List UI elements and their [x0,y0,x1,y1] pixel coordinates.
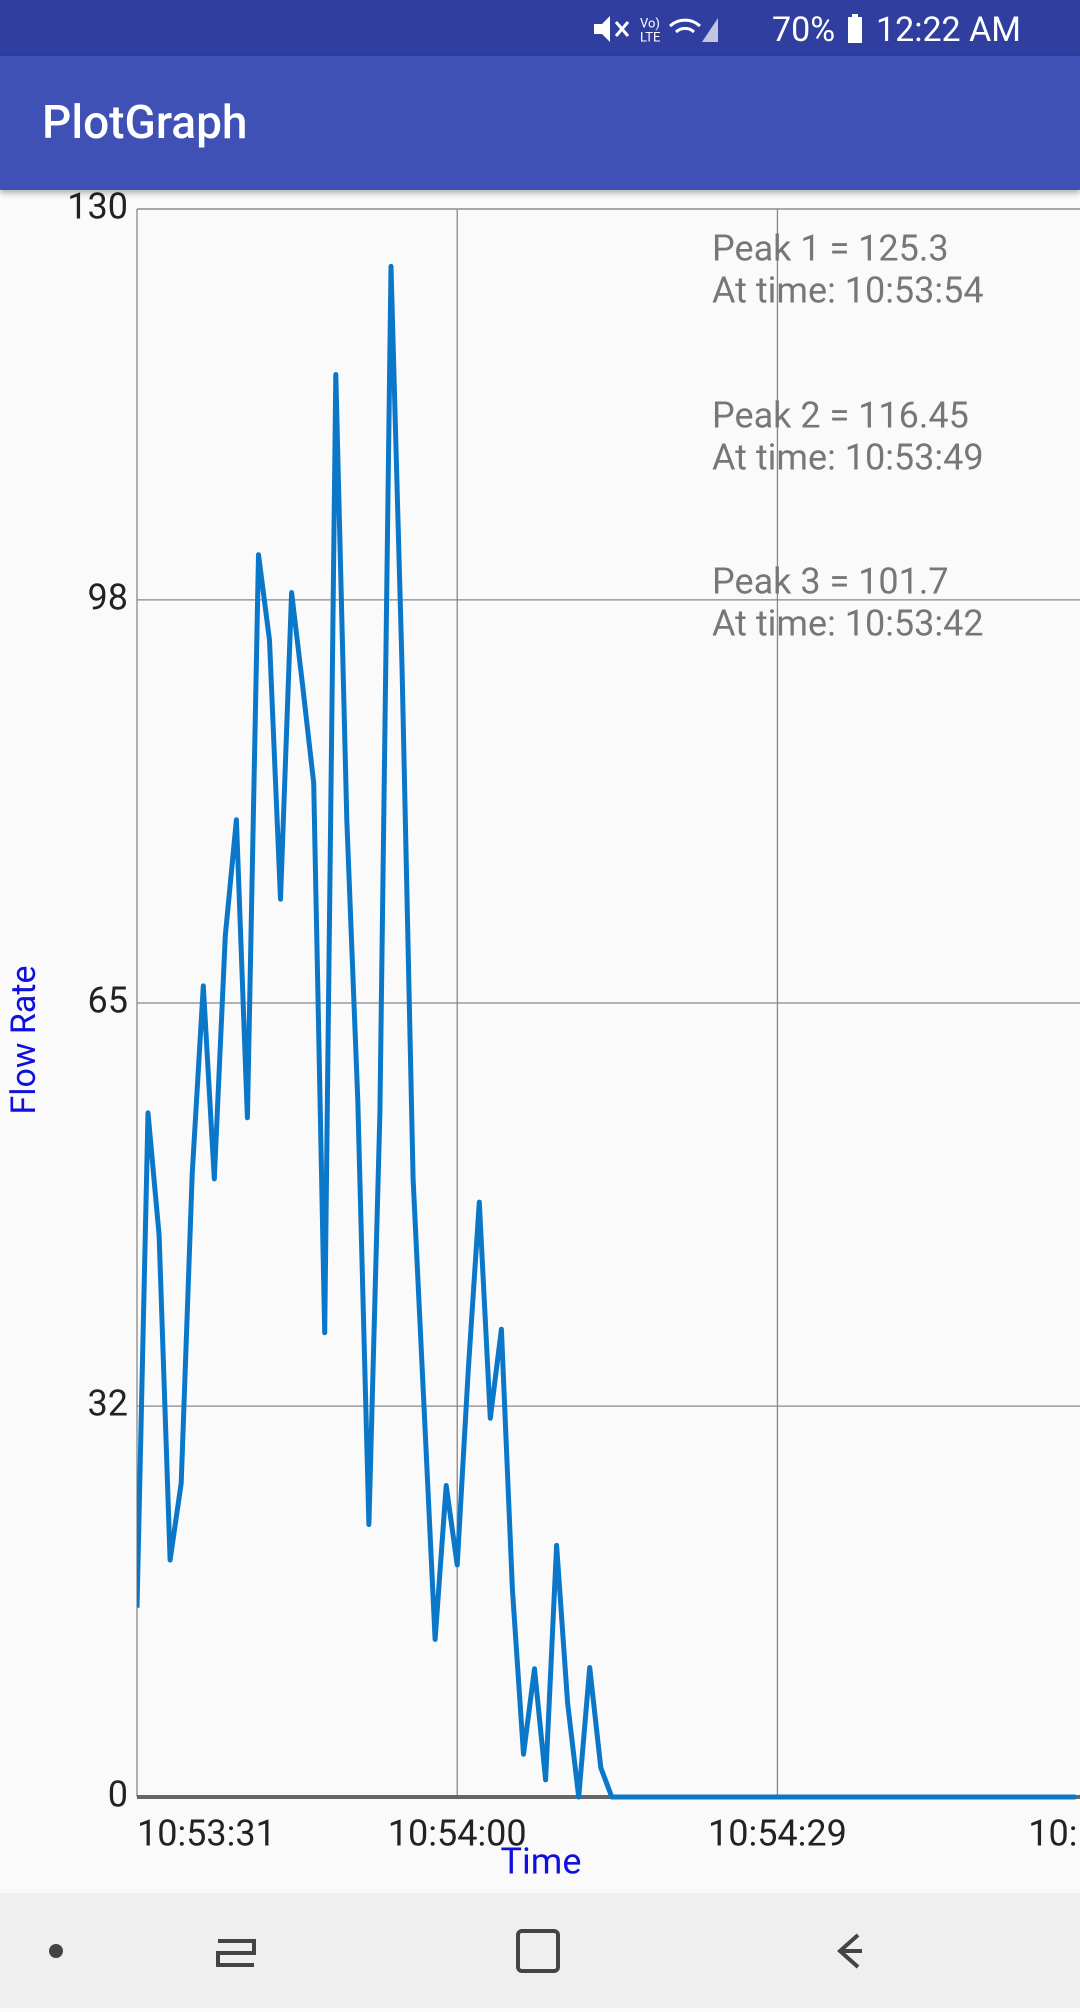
home-button[interactable] [516,1929,560,1973]
clock: 12:22 AM [876,10,1021,50]
peak-annotation: At time: 10:53:49 [712,437,984,479]
recents-button[interactable] [216,1939,256,1967]
status-icons: Vo)LTE [594,16,718,45]
battery-icon [848,14,862,43]
data-line [137,263,1076,1800]
x-tick-label: 10:54:00 [388,1813,527,1855]
dot-button[interactable] [49,1944,63,1958]
navigation-bar [0,1893,1080,2008]
x-tick-label: 10:54:58 [1028,1813,1080,1855]
app-title: PlotGraph [42,96,248,150]
x-tick-label: 10:53:31 [137,1813,276,1855]
x-tick-label: 10:54:29 [708,1813,847,1855]
y-tick-label: 0 [108,1774,128,1816]
y-tick-label: 65 [88,980,128,1022]
back-button[interactable] [836,1933,862,1969]
peak-annotation: Peak 1 = 125.3 [712,228,949,270]
y-tick-label: 98 [88,576,128,618]
svg-text:Vo): Vo) [640,16,660,31]
y-tick-label: 32 [88,1383,128,1425]
x-axis-title: Time [501,1841,582,1883]
peak-annotation: At time: 10:53:54 [712,270,984,312]
peak-annotation: Peak 2 = 116.45 [712,395,969,437]
y-tick-label: 130 [67,186,128,228]
nav-icons [49,1929,862,1973]
y-axis-title: Flow Rate [4,965,44,1114]
battery-text: 70% [772,10,836,50]
svg-text:LTE: LTE [640,30,660,45]
app-bar: PlotGraph [0,56,1080,190]
peak-annotation: At time: 10:53:42 [712,603,984,645]
status-bar: Vo) LTE 70% 12:22 AM [0,0,1080,56]
peak-annotation: Peak 3 = 101.7 [712,561,949,603]
chart: 0 32 65 98 130 10:53:31 10:54:00 10:54:29 10:54:… [4,186,1080,1883]
